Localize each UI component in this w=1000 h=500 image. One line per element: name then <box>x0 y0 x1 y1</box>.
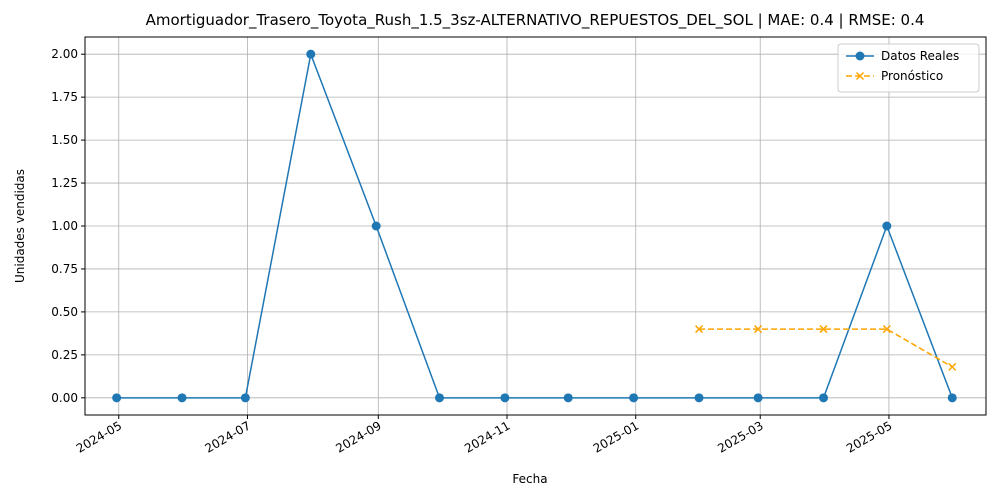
legend-entry: Datos Reales <box>846 49 959 63</box>
data-point <box>694 325 704 334</box>
grid <box>85 37 986 415</box>
data-point <box>947 393 957 403</box>
y-tick-label: 1.75 <box>51 90 78 104</box>
data-point <box>112 393 122 403</box>
x-tick-label: 2024-07 <box>203 418 253 455</box>
legend-marker <box>855 71 865 81</box>
data-point <box>177 393 187 403</box>
legend-entry: Pronóstico <box>846 69 943 83</box>
data-point <box>882 221 892 231</box>
chart-title: Amortiguador_Trasero_Toyota_Rush_1.5_3sz… <box>146 11 925 30</box>
data-point <box>500 393 510 403</box>
y-axis-label: Unidades vendidas <box>13 169 27 283</box>
series-0 <box>112 49 957 403</box>
series-line <box>699 328 953 368</box>
data-point <box>240 393 250 403</box>
data-point <box>306 49 316 59</box>
data-point <box>754 325 763 334</box>
ticks: 2024-05 2024-07 2024-09 2024-11 2025-01 2025-… <box>51 47 894 455</box>
data-point <box>948 362 957 371</box>
series-1 <box>694 325 957 371</box>
legend-marker <box>855 51 865 61</box>
legend-label: Pronóstico <box>881 69 943 83</box>
legend-label: Datos Reales <box>881 49 959 63</box>
x-tick-label: 2025-05 <box>844 418 894 455</box>
y-tick-label: 1.50 <box>51 133 78 147</box>
x-axis-label: Fecha <box>512 472 547 486</box>
data-point <box>753 393 763 403</box>
y-tick-label: 1.25 <box>51 176 78 190</box>
data-point <box>563 393 573 403</box>
series-layer <box>112 49 957 403</box>
y-tick-label: 0.00 <box>51 391 78 405</box>
data-point <box>819 393 829 403</box>
y-tick-label: 0.75 <box>51 262 78 276</box>
data-point <box>434 393 444 403</box>
y-tick-label: 0.50 <box>51 305 78 319</box>
x-tick-label: 2025-01 <box>591 418 641 455</box>
data-point <box>882 325 891 334</box>
x-tick-label: 2024-11 <box>462 418 512 455</box>
series-line <box>116 51 953 399</box>
y-tick-label: 2.00 <box>51 47 78 61</box>
legend: Datos Reales Pronóstico <box>837 43 980 93</box>
x-tick-label: 2025-03 <box>715 418 765 455</box>
data-point <box>819 325 828 334</box>
y-tick-label: 1.00 <box>51 219 78 233</box>
x-tick-label: 2024-05 <box>74 418 124 455</box>
data-point <box>694 393 704 403</box>
y-tick-label: 0.25 <box>51 348 78 362</box>
x-tick-label: 2024-09 <box>333 418 383 455</box>
data-point <box>371 221 381 231</box>
data-point <box>629 393 639 403</box>
